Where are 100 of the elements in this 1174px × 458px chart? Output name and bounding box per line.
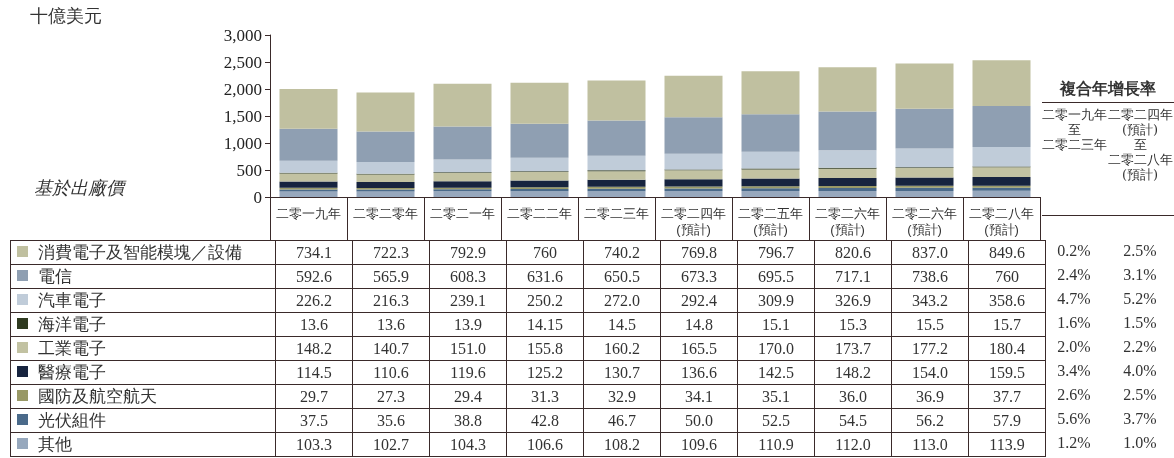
- data-label: 106.6: [506, 432, 584, 457]
- data-label: 695.5: [737, 264, 815, 289]
- data-label: 14.8: [660, 312, 738, 337]
- bar: [356, 174, 415, 183]
- data-label: 155.8: [506, 336, 584, 361]
- bar: [433, 173, 492, 182]
- bar: [510, 123, 569, 158]
- data-label: 148.2: [814, 360, 892, 385]
- data-label: 837.0: [891, 240, 969, 265]
- data-label: 113.9: [968, 432, 1046, 457]
- data-label: 631.6: [506, 264, 584, 289]
- x-tick-label: 二零二三年: [584, 205, 649, 221]
- data-label: 608.3: [429, 264, 507, 289]
- data-label: 151.0: [429, 336, 507, 361]
- text: 2.0%: [1056, 338, 1092, 357]
- x-tick-label: 二零二五年 (預計): [738, 205, 803, 237]
- data-label: 226.2: [275, 288, 353, 313]
- data-label: 292.4: [660, 288, 738, 313]
- x-tick-label: 二零二六年 (預計): [892, 205, 957, 237]
- data-label: 31.3: [506, 384, 584, 409]
- legend-label: 醫療電子: [10, 360, 276, 385]
- data-label: 114.5: [275, 360, 353, 385]
- bar: [741, 114, 800, 152]
- data-label: 760: [968, 264, 1046, 289]
- data-label: 46.7: [583, 408, 661, 433]
- data-label: 148.2: [275, 336, 353, 361]
- data-label: 796.7: [737, 240, 815, 265]
- data-label: 113.0: [891, 432, 969, 457]
- bar: [664, 170, 723, 180]
- data-label: 740.2: [583, 240, 661, 265]
- data-label: 13.6: [352, 312, 430, 337]
- x-tick-label: 二零二一年: [430, 205, 495, 221]
- bar: [741, 178, 800, 187]
- data-label: 42.8: [506, 408, 584, 433]
- data-label: 130.7: [583, 360, 661, 385]
- data-label: 154.0: [891, 360, 969, 385]
- data-label: 760: [506, 240, 584, 265]
- y-tick-label: 1,000: [223, 133, 262, 153]
- data-label: 13.9: [429, 312, 507, 337]
- data-label: 673.3: [660, 264, 738, 289]
- data-label: 177.2: [891, 336, 969, 361]
- y-tick-label: 2,000: [223, 79, 262, 99]
- bar: [279, 191, 338, 197]
- bar: [972, 147, 1031, 167]
- data-label: 358.6: [968, 288, 1046, 313]
- text: 1.2%: [1056, 434, 1092, 453]
- bar: [510, 82, 569, 124]
- text: 3.1%: [1122, 266, 1158, 285]
- legend-label: 國防及航空航天: [10, 384, 276, 409]
- data-label: 34.1: [660, 384, 738, 409]
- text: 3.7%: [1122, 410, 1158, 429]
- bar: [433, 126, 492, 160]
- data-label: 15.7: [968, 312, 1046, 337]
- data-label: 32.9: [583, 384, 661, 409]
- x-tick-label: 二零一九年: [276, 205, 341, 221]
- x-tick-label: 二零二四年 (預計): [661, 205, 726, 237]
- data-label: 769.8: [660, 240, 738, 265]
- bar: [587, 179, 646, 187]
- bar: [356, 191, 415, 197]
- data-label: 13.6: [275, 312, 353, 337]
- bar: [433, 191, 492, 197]
- legend-label: 消費電子及智能模塊／設備: [10, 240, 276, 265]
- legend-label: 電信: [10, 264, 276, 289]
- bar: [895, 148, 954, 168]
- y-tick-label: 1,500: [223, 106, 262, 126]
- data-label: 125.2: [506, 360, 584, 385]
- data-label: 110.6: [352, 360, 430, 385]
- data-label: 140.7: [352, 336, 430, 361]
- bar: [510, 157, 569, 172]
- bar: [895, 190, 954, 197]
- bar: [664, 153, 723, 170]
- data-label: 29.4: [429, 384, 507, 409]
- data-label: 37.5: [275, 408, 353, 433]
- data-label: 57.9: [968, 408, 1046, 433]
- bar: [664, 179, 723, 187]
- bar: [279, 173, 338, 182]
- data-label: 119.6: [429, 360, 507, 385]
- bar: [741, 71, 800, 115]
- data-label: 109.6: [660, 432, 738, 457]
- data-label: 159.5: [968, 360, 1046, 385]
- bar: [664, 75, 723, 118]
- text: 4.0%: [1122, 362, 1158, 381]
- text: 3.4%: [1056, 362, 1092, 381]
- bar: [433, 159, 492, 173]
- text: 2.5%: [1122, 386, 1158, 405]
- bar: [895, 108, 954, 149]
- text: 1.6%: [1056, 314, 1092, 333]
- data-label: 37.7: [968, 384, 1046, 409]
- data-label: 38.8: [429, 408, 507, 433]
- data-label: 272.0: [583, 288, 661, 313]
- data-label: 50.0: [660, 408, 738, 433]
- data-label: 239.1: [429, 288, 507, 313]
- data-label: 14.5: [583, 312, 661, 337]
- bar: [818, 190, 877, 197]
- bar: [972, 167, 1031, 178]
- bar: [741, 151, 800, 169]
- data-label: 722.3: [352, 240, 430, 265]
- bar: [587, 120, 646, 156]
- data-label: 14.15: [506, 312, 584, 337]
- legend-label: 海洋電子: [10, 312, 276, 337]
